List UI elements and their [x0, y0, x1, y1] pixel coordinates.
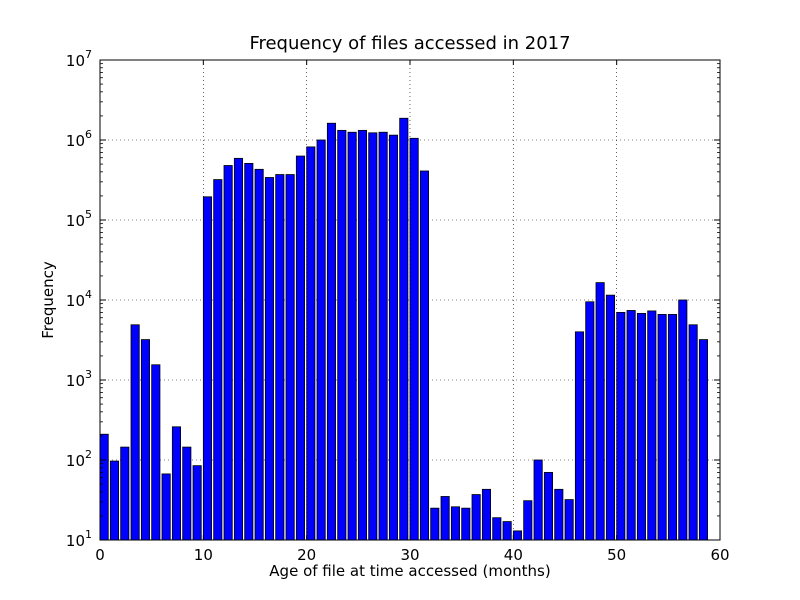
bar: [461, 507, 471, 541]
y-tick-label: 107: [66, 48, 92, 70]
bar: [399, 117, 409, 541]
axis-ticks: [99, 59, 721, 541]
y-tick-label: 101: [66, 528, 92, 550]
y-tick-label: 103: [66, 368, 92, 390]
bar: [368, 132, 378, 541]
x-tick-label: 60: [710, 546, 729, 564]
y-tick-label: 106: [66, 128, 92, 150]
bar: [667, 314, 677, 541]
x-tick-label: 30: [400, 546, 419, 564]
bar: [151, 364, 161, 541]
bar: [616, 311, 626, 541]
bar: [512, 530, 522, 541]
bars-group: [99, 117, 708, 541]
x-tick-label: 40: [504, 546, 523, 564]
bar: [647, 310, 657, 541]
bar: [275, 174, 285, 541]
bar: [378, 131, 388, 541]
bar: [450, 506, 461, 541]
x-tick-label: 10: [194, 546, 213, 564]
bar: [636, 312, 646, 541]
bar: [213, 179, 223, 541]
y-tick-label: 105: [66, 208, 92, 230]
bar: [316, 139, 326, 541]
bar: [419, 170, 430, 541]
bar: [254, 168, 264, 541]
bar: [223, 165, 233, 541]
bar: [492, 517, 502, 541]
bar: [264, 177, 275, 541]
bar: [657, 314, 667, 541]
bar: [523, 500, 533, 541]
x-tick-labels: 0 10 20 30 40 50 60: [95, 546, 729, 564]
bar: [109, 460, 120, 541]
bar: [502, 521, 512, 541]
bar: [585, 301, 595, 541]
bar: [605, 294, 615, 541]
bar: [140, 339, 150, 541]
bar: [192, 465, 202, 541]
bar: [430, 507, 440, 541]
y-axis-label: Frequency: [39, 261, 57, 339]
bar: [626, 310, 636, 541]
bar: [698, 339, 708, 541]
bar: [688, 324, 698, 541]
bar: [678, 299, 688, 541]
bar: [595, 282, 605, 541]
bar: [554, 488, 564, 541]
bar: [440, 496, 450, 541]
x-tick-label: 50: [607, 546, 626, 564]
bar: [481, 488, 492, 541]
bar: [357, 129, 368, 541]
bar: [409, 137, 419, 541]
bar: [574, 331, 584, 541]
y-tick-label: 104: [66, 288, 92, 310]
bar: [202, 196, 212, 541]
bar: [347, 131, 357, 541]
bar: [244, 162, 254, 541]
bar: [120, 446, 130, 541]
bar: [337, 129, 347, 541]
x-tick-label: 20: [297, 546, 316, 564]
bar: [295, 155, 306, 541]
bar: [171, 426, 181, 541]
bar: [306, 146, 316, 541]
bar: [533, 459, 543, 541]
bar: [233, 157, 243, 541]
x-tick-label: 0: [95, 546, 105, 564]
bar: [99, 433, 109, 541]
bar: [182, 446, 192, 541]
y-tick-labels: 101 102 103 104 105 106 107: [66, 48, 92, 550]
bar: [543, 471, 553, 541]
bar: [564, 499, 574, 541]
bar: [285, 174, 295, 541]
bar: [388, 134, 399, 541]
chart-title: Frequency of files accessed in 2017: [249, 33, 570, 54]
bar: [471, 494, 481, 541]
bar: [161, 473, 171, 541]
x-axis-label: Age of file at time accessed (months): [269, 562, 550, 580]
bar: [130, 324, 140, 541]
bar: [326, 122, 337, 541]
y-tick-label: 102: [66, 448, 92, 470]
